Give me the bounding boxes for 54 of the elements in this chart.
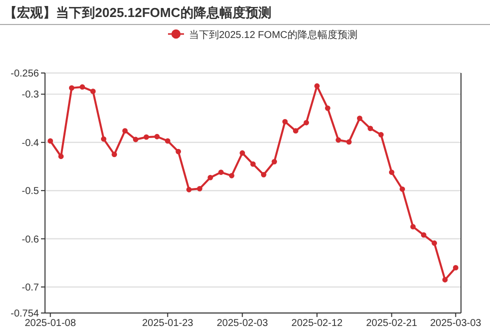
point [388,170,394,175]
point [90,88,96,94]
point [100,136,106,142]
x-tick-label: 2025-01-23 [142,318,194,329]
point [58,154,64,160]
point [112,152,118,158]
x-tick-label: 2025-01-08 [24,318,76,329]
point [324,105,330,111]
point [420,232,426,238]
point [240,150,246,156]
point [218,170,224,175]
point [154,134,160,140]
point [292,128,298,134]
y-tick-label: -0.3 [22,90,40,101]
point [196,186,202,192]
point [356,116,362,121]
point [432,240,438,246]
x-tick-label: 2025-02-12 [291,318,344,329]
point [80,84,86,90]
chart-title: 【宏观】当下到2025.12FOMC的降息幅度预测 [4,5,272,20]
point [304,120,310,126]
y-tick-label: -0.4 [22,138,40,149]
y-tick-label: -0.754 [10,308,40,320]
point [282,118,288,124]
point [272,158,278,164]
point [442,277,448,282]
y-tick-label: -0.6 [22,234,40,246]
point [250,161,256,167]
x-tick-label: 2025-03-03 [430,318,482,329]
point [336,137,342,143]
point [314,83,320,89]
point [122,128,128,134]
point [452,265,458,270]
x-tick-label: 2025-02-21 [366,318,418,329]
point [68,85,74,91]
legend-label: 当下到2025.12 FOMC的降息幅度预测 [189,29,358,41]
point [186,186,192,192]
point [164,138,170,144]
point [378,132,384,138]
x-tick-label: 2025-02-03 [216,318,268,329]
point [368,126,374,132]
point [48,138,54,144]
point [410,224,416,230]
point [228,172,234,178]
point [346,139,352,145]
y-tick-label: -0.7 [22,282,40,294]
y-tick-label: -0.256 [10,68,40,80]
point [260,172,266,178]
point [400,186,406,192]
point [144,134,150,140]
y-tick-label: -0.5 [22,186,40,198]
point [208,174,214,180]
point [176,148,182,154]
point [132,136,138,142]
